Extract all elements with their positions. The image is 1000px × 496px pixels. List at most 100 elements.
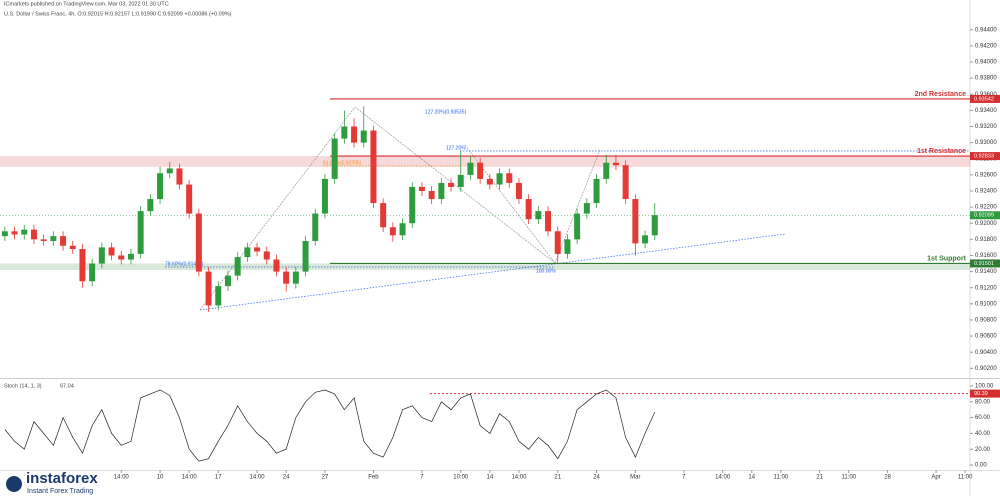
y-tick-label: 20.00 xyxy=(975,447,991,453)
y-tick-label: 0.00 xyxy=(975,463,987,469)
y-tick-label: 80.00 xyxy=(975,399,991,405)
candle-body xyxy=(477,162,484,179)
candle-body xyxy=(525,199,532,220)
y-tick-label: 0.90600 xyxy=(975,334,997,340)
candle-body xyxy=(50,236,57,241)
candle-body xyxy=(302,240,309,272)
candle-body xyxy=(11,231,18,235)
x-tick-label: 11:00 xyxy=(958,475,973,481)
level-zone xyxy=(0,263,970,270)
price-tag xyxy=(970,152,1000,161)
candle-body xyxy=(360,130,367,143)
x-tick-label: 10 xyxy=(157,475,164,481)
y-tick-label: 0.94000 xyxy=(975,60,997,66)
candle-body xyxy=(312,213,319,241)
x-tick-label: 7 xyxy=(420,475,424,481)
candle-body xyxy=(147,199,154,212)
candle-body xyxy=(234,257,241,276)
symbol: U.S. Dollar / Swiss Franc, 4h, O:0.92015… xyxy=(4,11,232,17)
candle-body xyxy=(632,199,639,244)
candle-body xyxy=(254,247,261,252)
y-tick-label: 0.93800 xyxy=(975,76,997,82)
x-tick-label: 14:00 xyxy=(114,475,130,481)
candle-body xyxy=(622,165,629,200)
candle-body xyxy=(273,259,280,272)
candle-body xyxy=(79,249,86,282)
candle-body xyxy=(60,236,67,246)
fib-label: 78.60%(0.91492) xyxy=(165,261,204,267)
y-tick-label: 0.92200 xyxy=(975,205,997,211)
candle-body xyxy=(341,126,348,139)
candle-body xyxy=(428,190,435,200)
x-tick-label: 24 xyxy=(283,475,290,481)
x-tick-label: 11:00 xyxy=(774,475,789,481)
fib-label: 100.00% xyxy=(536,268,556,274)
price-tag-label: 0.93542 xyxy=(974,96,994,102)
level-name: 1st Resistance xyxy=(917,148,966,155)
y-tick-label: 0.90800 xyxy=(975,318,997,324)
candle-body xyxy=(98,247,105,264)
x-tick-label: Feb xyxy=(368,475,379,481)
candle-body xyxy=(224,275,231,287)
price-tag-label: 90.39 xyxy=(974,391,988,397)
candle-body xyxy=(603,162,610,179)
level-name: 1st Support xyxy=(927,255,967,262)
price-tag-label: 0.92833 xyxy=(974,154,994,160)
y-tick-label: 0.90200 xyxy=(975,366,997,372)
fib-label: 127.20% xyxy=(446,145,466,151)
candle-body xyxy=(292,271,299,284)
candle-body xyxy=(564,239,571,254)
candle-body xyxy=(554,231,561,254)
y-tick-label: 0.93600 xyxy=(975,92,997,98)
candle-body xyxy=(651,215,658,236)
x-tick-label: 21 xyxy=(816,475,823,481)
indicator-value: 67.04 xyxy=(60,383,74,389)
candle-body xyxy=(186,184,193,214)
candle-body xyxy=(515,182,522,200)
x-tick-label: 27 xyxy=(322,475,329,481)
x-tick-label: 14:00 xyxy=(511,475,527,481)
candle-body xyxy=(545,211,552,232)
x-tick-label: 14:00 xyxy=(715,475,731,481)
candle-body xyxy=(215,286,222,306)
logo xyxy=(6,476,22,492)
y-tick-label: 40.00 xyxy=(975,431,991,437)
fib-leg xyxy=(554,149,601,264)
y-tick-label: 0.91400 xyxy=(975,269,997,275)
candle-body xyxy=(486,178,493,185)
candle-body xyxy=(40,239,47,241)
candle-body xyxy=(118,255,125,260)
y-tick-label: 0.94400 xyxy=(975,27,997,33)
y-tick-label: 0.93200 xyxy=(975,124,997,130)
price-tag-label: 0.91501 xyxy=(974,261,994,267)
candle-body xyxy=(321,178,328,214)
x-tick-label: 11:00 xyxy=(841,475,856,481)
y-tick-label: 0.90400 xyxy=(975,350,997,356)
y-tick-label: 0.92600 xyxy=(975,172,997,178)
level-zone xyxy=(0,156,970,167)
price-tag xyxy=(970,389,1000,398)
candle-body xyxy=(195,213,202,272)
y-tick-label: 0.91800 xyxy=(975,237,997,243)
stoch-line xyxy=(4,389,656,462)
watermark: instaforex Instant Forex Trading xyxy=(6,470,98,495)
candle-body xyxy=(535,211,542,220)
candle-body xyxy=(448,182,455,187)
price-tag xyxy=(970,94,1000,103)
candle-body xyxy=(283,271,290,284)
candle-body xyxy=(370,130,377,204)
price-tag xyxy=(970,259,1000,268)
candle-body xyxy=(612,162,619,166)
candle-body xyxy=(108,247,115,256)
y-tick-label: 0.91000 xyxy=(975,301,997,307)
x-tick-label: Apr xyxy=(931,475,940,481)
candle-body xyxy=(137,211,144,254)
candle-body xyxy=(205,271,212,306)
y-tick-label: 0.92000 xyxy=(975,221,997,227)
candle-body xyxy=(418,186,425,191)
candle-body xyxy=(166,168,173,174)
candle-body xyxy=(574,213,581,240)
publisher: ICmarkets published on TradingView.com, … xyxy=(4,1,169,7)
candle-body xyxy=(506,173,513,183)
